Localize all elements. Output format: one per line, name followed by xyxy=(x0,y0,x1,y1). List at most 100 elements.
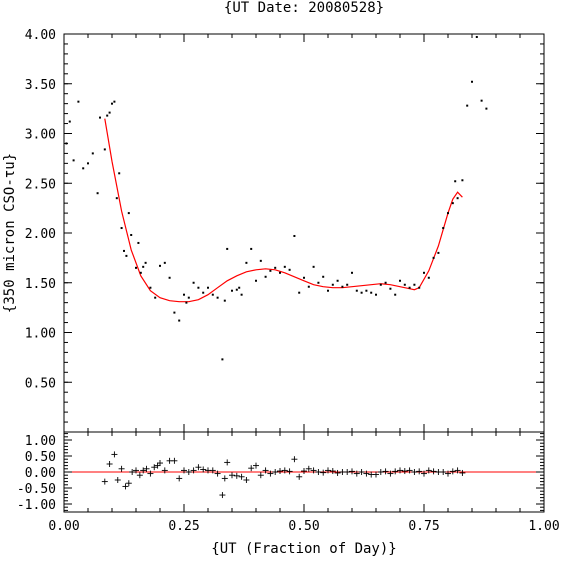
residual-point xyxy=(406,467,413,474)
data-point xyxy=(485,107,488,110)
data-point xyxy=(408,286,411,289)
data-point xyxy=(375,293,377,296)
data-point xyxy=(336,279,339,282)
data-point xyxy=(108,111,111,114)
data-point xyxy=(87,162,89,165)
data-point xyxy=(115,197,118,200)
x-axis-label: {UT (Fraction of Day)} xyxy=(211,541,396,557)
res-y-tick-label: 0.50 xyxy=(25,450,56,465)
y-tick-label: 3.50 xyxy=(25,78,56,93)
data-point xyxy=(130,233,133,236)
residual-point xyxy=(301,468,307,475)
residual-point xyxy=(262,467,269,474)
residual-point xyxy=(392,468,399,475)
data-point xyxy=(451,202,454,205)
data-point xyxy=(106,114,109,117)
data-point xyxy=(125,254,128,257)
data-point xyxy=(312,265,315,268)
residual-point xyxy=(140,467,147,474)
x-tick-label: 1.00 xyxy=(528,519,559,534)
data-point xyxy=(91,152,94,155)
y-tick-label: 1.50 xyxy=(25,277,56,292)
residual-point xyxy=(272,469,279,475)
residual-points xyxy=(101,451,466,499)
data-point xyxy=(303,276,305,279)
y-axis-label: {350 micron CSO-τu} xyxy=(2,153,18,313)
data-point xyxy=(471,80,473,83)
residual-point xyxy=(387,470,394,477)
residual-point xyxy=(147,470,154,477)
data-point xyxy=(99,116,101,119)
data-point xyxy=(139,271,142,274)
residual-point xyxy=(310,467,317,474)
data-point xyxy=(360,291,363,294)
data-point xyxy=(245,261,248,264)
residual-point xyxy=(106,461,113,467)
data-point xyxy=(384,281,387,284)
residual-point xyxy=(248,465,255,472)
residual-point xyxy=(334,469,341,476)
data-point xyxy=(72,159,75,162)
residual-point xyxy=(363,470,370,477)
residual-point xyxy=(209,467,216,474)
data-point xyxy=(327,289,329,292)
data-point xyxy=(142,265,145,268)
data-point xyxy=(427,276,430,279)
res-y-tick-label: 0.00 xyxy=(25,466,56,481)
main-y-axis: 0.50 1.00 1.50 2.00 2.50 3.00 3.50 4.00 xyxy=(25,28,544,423)
residual-point xyxy=(221,475,228,482)
residual-point xyxy=(219,492,226,499)
data-point xyxy=(461,179,464,182)
data-point xyxy=(423,271,425,274)
residual-point xyxy=(181,467,187,474)
data-point xyxy=(298,291,301,294)
residual-point xyxy=(233,472,240,479)
data-point xyxy=(197,286,200,289)
data-point xyxy=(192,281,195,284)
data-point xyxy=(447,212,449,215)
residual-point xyxy=(238,473,245,480)
data-point xyxy=(269,269,272,272)
data-point xyxy=(255,279,257,282)
res-y-tick-label: -0.50 xyxy=(17,482,56,497)
residual-point xyxy=(349,468,355,475)
residual-point xyxy=(133,467,139,474)
data-point xyxy=(442,227,445,230)
data-point xyxy=(168,276,171,279)
main-plot-frame xyxy=(63,33,545,433)
data-point xyxy=(403,283,406,286)
data-point xyxy=(341,285,344,288)
residual-point xyxy=(305,465,312,472)
residual-point xyxy=(430,468,437,475)
residual-point xyxy=(329,468,336,475)
x-tick-label: 0.00 xyxy=(48,519,79,534)
residual-point xyxy=(200,466,207,473)
residual-point xyxy=(118,465,125,472)
data-point xyxy=(413,283,416,286)
data-point xyxy=(365,289,368,292)
y-tick-label: 4.00 xyxy=(25,28,56,43)
residual-point xyxy=(229,472,235,479)
data-point xyxy=(370,291,373,294)
data-point xyxy=(283,265,286,268)
residual-point xyxy=(101,478,108,485)
data-point xyxy=(475,35,478,38)
residual-point xyxy=(243,477,250,483)
data-point xyxy=(288,268,291,271)
data-point xyxy=(68,120,71,123)
residual-point xyxy=(253,462,259,469)
data-point xyxy=(466,104,469,107)
residual-point xyxy=(214,470,221,477)
residual-point xyxy=(277,468,283,475)
y-tick-label: 3.00 xyxy=(25,128,56,143)
data-point xyxy=(231,289,233,292)
residual-point xyxy=(411,469,418,475)
residual-point xyxy=(161,467,168,474)
res-y-tick-label: -1.00 xyxy=(17,498,56,513)
data-point xyxy=(221,358,224,361)
data-point xyxy=(235,288,238,291)
x-tick-label: 0.75 xyxy=(408,519,439,534)
residual-point xyxy=(445,470,451,477)
data-point xyxy=(159,264,161,267)
residual-point xyxy=(325,467,331,474)
